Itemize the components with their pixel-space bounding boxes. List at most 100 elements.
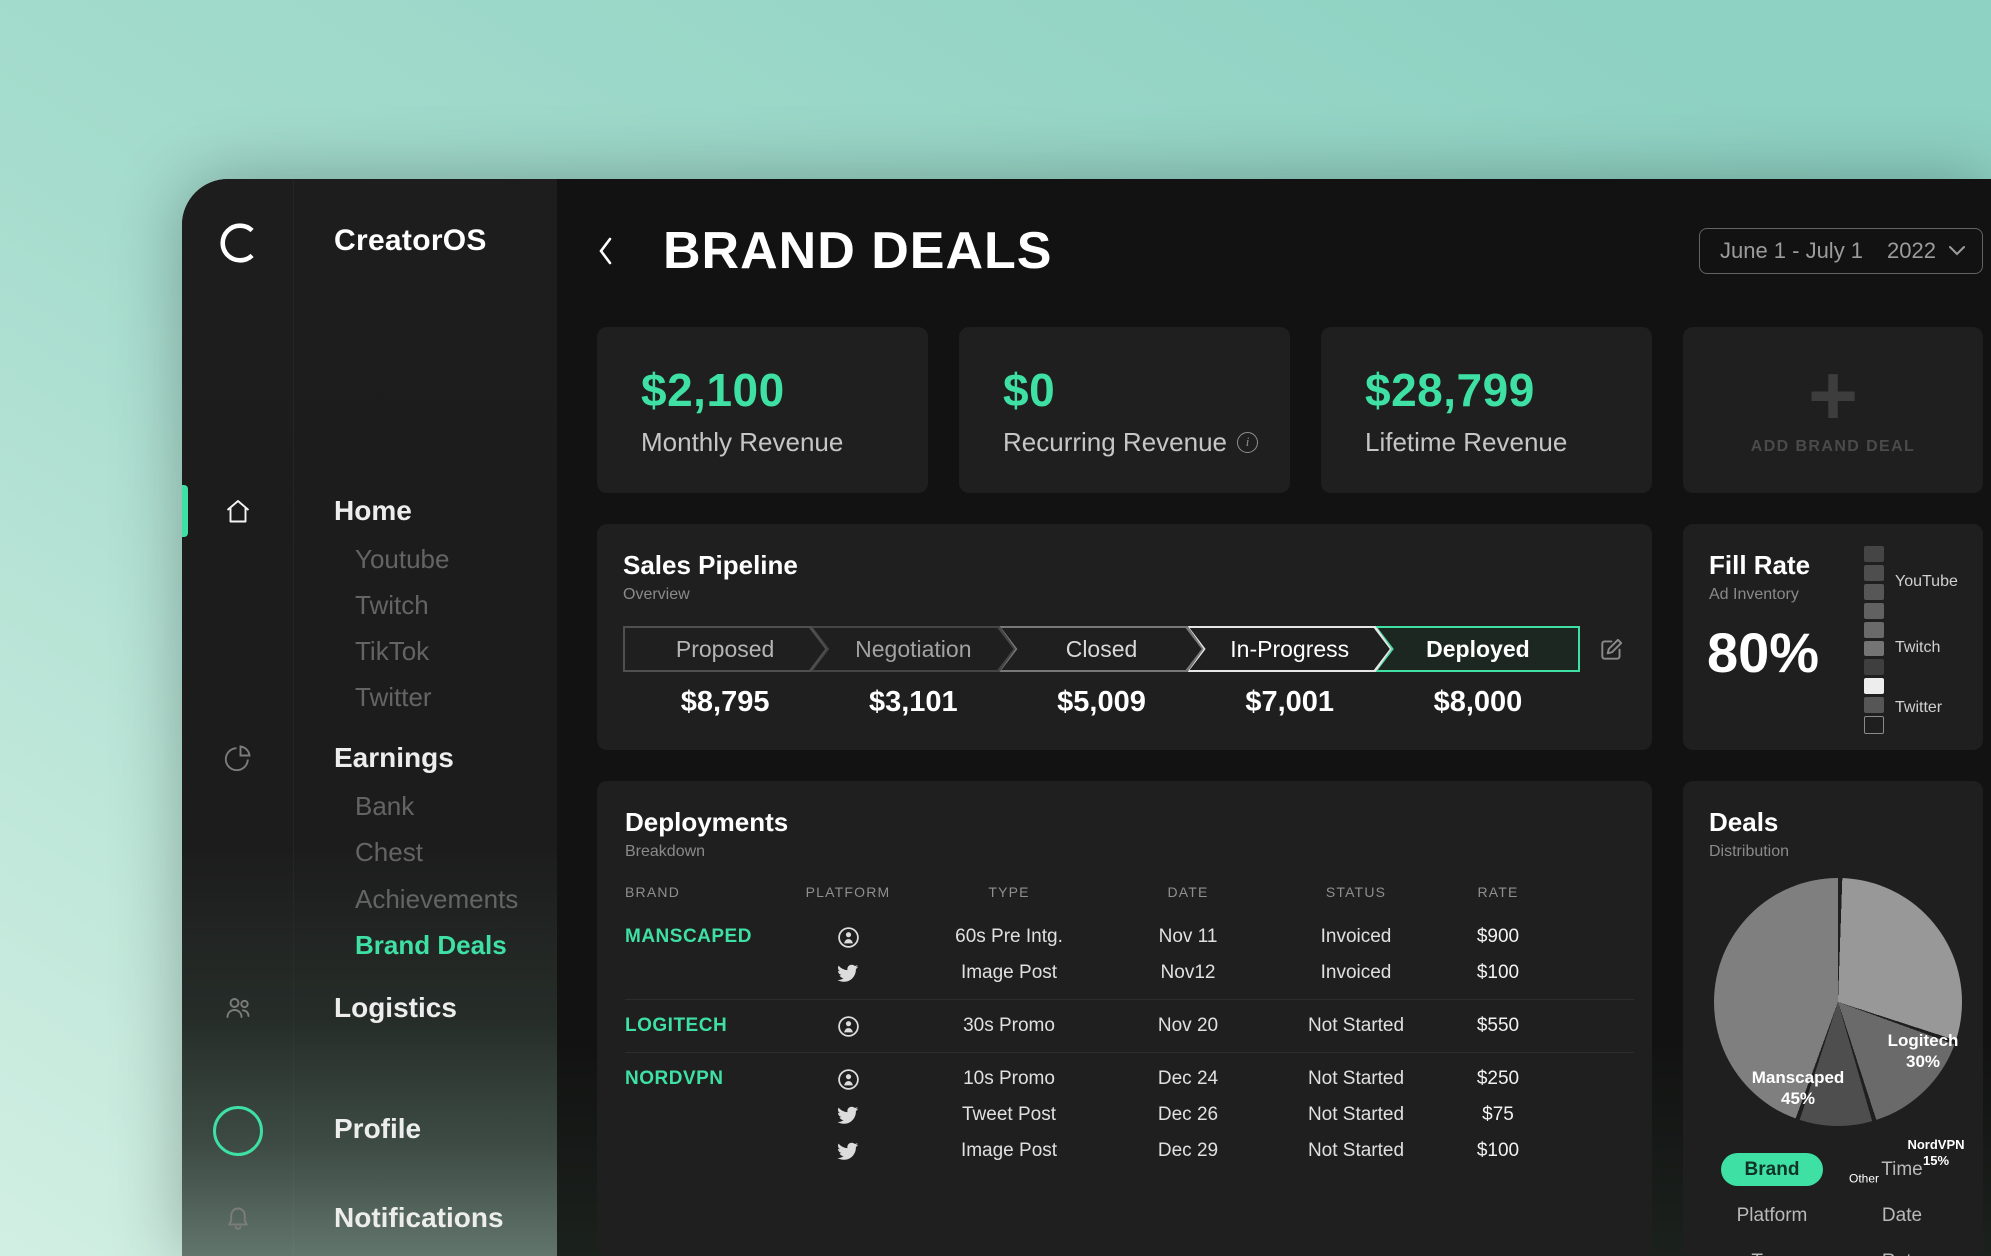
deal-date: Nov 11: [1158, 926, 1218, 947]
deal-status: Not Started: [1307, 1068, 1405, 1089]
brand-group-logitech[interactable]: LOGITECH 30s Promo Nov 20 Not Started $5…: [625, 1000, 1634, 1053]
back-button[interactable]: [597, 231, 627, 271]
sidebar-item-logistics[interactable]: Logistics: [334, 992, 457, 1023]
home-icon[interactable]: [223, 496, 253, 526]
sidebar-item-earnings[interactable]: Earnings: [334, 742, 454, 773]
sidebar-item-achievements[interactable]: Achievements: [355, 884, 519, 914]
deal-rate: $100: [1476, 1140, 1520, 1161]
deal-date: Dec 24: [1157, 1068, 1219, 1089]
sidebar-item-brand-deals[interactable]: Brand Deals: [355, 930, 507, 960]
stage-proposed[interactable]: Proposed: [623, 626, 827, 672]
pipeline-title: Sales Pipeline: [623, 550, 798, 580]
table-header-row: BRAND PLATFORM TYPE DATE STATUS RATE: [625, 879, 1634, 905]
pie-chart-icon[interactable]: [223, 743, 253, 773]
col-date: DATE: [1167, 884, 1209, 900]
podcast-icon: [765, 1068, 931, 1091]
pipeline-values: $8,795 $3,101 $5,009 $7,001 $8,000: [623, 686, 1580, 719]
twitter-icon: [765, 1104, 931, 1126]
sidebar-item-profile[interactable]: Profile: [334, 1113, 422, 1144]
deal-type: Image Post: [960, 962, 1058, 983]
edit-pipeline-icon[interactable]: [1598, 635, 1628, 663]
deal-rate: $550: [1476, 1015, 1520, 1036]
app-window: CreatorOS Home Youtube Twitch TikTok Twi…: [182, 179, 1991, 1256]
negotiation-value: $3,101: [868, 686, 958, 718]
pie-label-other: Other: [1848, 1171, 1880, 1186]
sidebar-item-chest[interactable]: Chest: [355, 837, 423, 867]
brand-name: LOGITECH: [625, 1015, 728, 1036]
filter-date[interactable]: Date: [1881, 1205, 1923, 1226]
filter-type[interactable]: Type: [1707, 1245, 1837, 1256]
profile-avatar-circle[interactable]: [212, 1106, 263, 1156]
filter-rate[interactable]: Rate: [1837, 1245, 1967, 1256]
deal-type: Tweet Post: [962, 1104, 1056, 1125]
page-title: BRAND DEALS: [663, 222, 1053, 280]
fill-rate-subtitle: Ad Inventory: [1709, 586, 1799, 603]
brand-group-nordvpn[interactable]: NORDVPN 10s Promo Dec 24 Not Started $25…: [625, 1053, 1634, 1177]
date-year-text: 2022: [1887, 238, 1936, 263]
deal-rate: $900: [1476, 926, 1520, 947]
recurring-revenue-value: $0: [1003, 363, 1056, 416]
deals-filter-grid: Brand Time Platform Date Type Rate: [1707, 1153, 1967, 1256]
plus-icon: +: [1807, 347, 1859, 444]
closed-value: $5,009: [1057, 686, 1146, 718]
label-twitch: Twitch: [1895, 639, 1941, 656]
sidebar-item-home[interactable]: Home: [334, 495, 412, 526]
monthly-revenue-label: Monthly Revenue: [641, 426, 844, 457]
stat-card-recurring-revenue: $0 Recurring Revenue i: [959, 327, 1290, 493]
pie-label-manscaped: Manscaped 45%: [1751, 1067, 1845, 1108]
brand-name: MANSCAPED: [625, 926, 752, 947]
sidebar-item-notifications[interactable]: Notifications: [334, 1202, 504, 1233]
recurring-revenue-label: Recurring Revenue i: [1003, 427, 1290, 458]
sales-pipeline-card: Sales Pipeline Overview Proposed Negotia…: [597, 524, 1652, 750]
pie-label-nordvpn: NordVPN 15%: [1907, 1136, 1965, 1168]
col-platform: PLATFORM: [805, 884, 891, 900]
deals-title: Deals: [1709, 807, 1779, 837]
deployments-table: BRAND PLATFORM TYPE DATE STATUS RATE MAN…: [625, 879, 1634, 1177]
date-range-selector[interactable]: June 1 - July 1 2022: [1698, 228, 1983, 274]
brand-group-manscaped[interactable]: MANSCAPED 60s Pre Intg. Nov 11 Invoiced …: [625, 911, 1634, 1000]
sidebar-item-twitch[interactable]: Twitch: [355, 590, 429, 620]
pie-label-logitech: Logitech 30%: [1887, 1030, 1959, 1071]
monthly-revenue-value: $2,100: [641, 363, 785, 416]
people-icon[interactable]: [223, 992, 253, 1022]
bell-icon[interactable]: [223, 1204, 253, 1234]
fill-rate-title: Fill Rate: [1709, 550, 1811, 580]
app-title: CreatorOS: [334, 224, 487, 257]
sidebar-item-youtube[interactable]: Youtube: [355, 544, 450, 574]
col-status: STATUS: [1325, 884, 1387, 900]
stage-deployed[interactable]: Deployed: [1375, 626, 1581, 672]
stat-cards-row: $2,100 Monthly Revenue $0 Recurring Reve…: [597, 327, 1652, 493]
lifetime-revenue-value: $28,799: [1365, 363, 1535, 416]
deployments-title: Deployments: [625, 807, 789, 837]
deals-distribution-card: Deals Distribution Manscaped 45% Logitec…: [1683, 781, 1983, 1256]
filter-brand[interactable]: Brand: [1707, 1153, 1837, 1186]
podcast-icon: [765, 926, 931, 949]
stage-closed[interactable]: Closed: [999, 626, 1203, 672]
twitter-icon: [765, 962, 931, 984]
add-brand-deal-button[interactable]: + ADD BRAND DEAL: [1683, 327, 1983, 493]
filter-platform[interactable]: Platform: [1736, 1205, 1808, 1226]
icon-rail: [182, 179, 294, 1256]
filter-time[interactable]: Time: [1881, 1159, 1923, 1180]
deal-rate: $75: [1482, 1104, 1514, 1125]
deals-subtitle: Distribution: [1709, 843, 1790, 860]
sidebar-item-bank[interactable]: Bank: [355, 791, 415, 821]
deal-date: Nov12: [1160, 962, 1216, 983]
sidebar-item-tiktok[interactable]: TikTok: [355, 636, 430, 666]
sidebar-item-twitter[interactable]: Twitter: [355, 682, 432, 712]
add-brand-deal-label: ADD BRAND DEAL: [1750, 438, 1916, 456]
deal-status: Invoiced: [1320, 926, 1392, 947]
stage-negotiation[interactable]: Negotiation: [811, 626, 1015, 672]
col-brand: BRAND: [625, 884, 681, 900]
page-header: BRAND DEALS June 1 - July 1 2022: [597, 221, 1983, 281]
stat-card-lifetime-revenue: $28,799 Lifetime Revenue: [1321, 327, 1652, 493]
deployed-value: $8,000: [1433, 686, 1523, 718]
deal-rate: $100: [1476, 962, 1520, 983]
info-icon[interactable]: i: [1237, 431, 1259, 453]
date-range-text: June 1 - July 1: [1719, 238, 1864, 263]
in-progress-value: $7,001: [1245, 686, 1335, 718]
stat-card-monthly-revenue: $2,100 Monthly Revenue: [597, 327, 928, 493]
stage-in-progress[interactable]: In-Progress: [1188, 626, 1392, 672]
brand-name: NORDVPN: [625, 1068, 724, 1089]
deal-type: 60s Pre Intg.: [955, 926, 1063, 947]
